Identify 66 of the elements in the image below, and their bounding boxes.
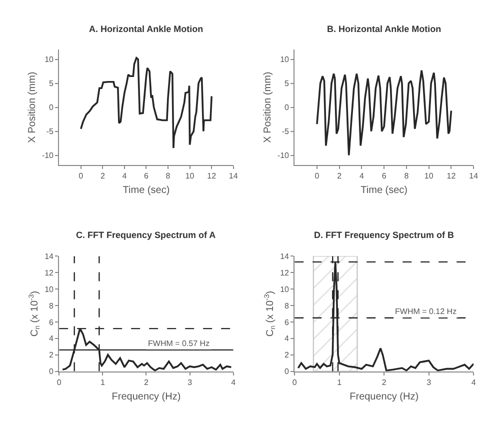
x-tick-label: 3: [188, 378, 193, 387]
y-tick-label: 10: [44, 284, 54, 294]
x-axis-title: Frequency (Hz): [112, 391, 181, 402]
y-tick-label: 10: [280, 284, 290, 294]
y-tick-label: 12: [280, 268, 290, 278]
x-axis-title: Frequency (Hz): [350, 391, 419, 402]
x-tick-label: 10: [185, 171, 195, 180]
y-axis-title: X Position (mm): [26, 72, 38, 143]
x-tick-label: 2: [382, 378, 387, 387]
y-tick-label: 4: [284, 334, 290, 344]
y-tick-label: -10: [42, 151, 54, 160]
x-tick-label: 14: [228, 171, 238, 180]
annotation: FWHM = 0.57 Hz: [148, 339, 210, 348]
x-axis-title: Time (sec): [122, 184, 170, 196]
x-tick-label: 8: [166, 171, 171, 180]
y-tick-label: -10: [277, 151, 290, 160]
y-tick-label: 10: [44, 55, 54, 64]
y-tick-label: 2: [49, 350, 54, 360]
x-tick-label: 12: [207, 171, 217, 180]
x-tick-label: 0: [292, 378, 298, 387]
x-tick-label: 0: [56, 378, 62, 387]
y-tick-label: 10: [280, 55, 290, 64]
y-tick-label: 6: [49, 318, 54, 327]
y-tick-label: 6: [284, 318, 290, 327]
x-tick-label: 10: [424, 171, 434, 180]
y-tick-label: -5: [46, 127, 54, 136]
x-tick-label: 4: [359, 171, 364, 180]
chart-title: C. FFT Frequency Spectrum of A: [76, 230, 216, 240]
x-tick-label: 12: [446, 171, 456, 180]
y-tick-label: 0: [284, 367, 290, 376]
x-tick-label: 4: [231, 378, 236, 387]
x-tick-label: 3: [426, 378, 432, 387]
x-tick-label: 2: [144, 378, 150, 387]
chart-title: D. FFT Frequency Spectrum of B: [314, 230, 455, 240]
x-tick-label: 8: [404, 171, 410, 180]
x-tick-label: 1: [100, 378, 106, 387]
x-tick-label: 14: [469, 171, 479, 180]
y-tick-label: 5: [284, 79, 290, 88]
x-tick-label: 2: [100, 171, 106, 180]
y-tick-label: 8: [284, 301, 290, 310]
x-axis-title: Time (sec): [360, 184, 408, 196]
y-axis-title: X Position (mm): [262, 72, 274, 143]
x-tick-label: 0: [78, 171, 84, 180]
line-series: [316, 69, 452, 156]
x-tick-label: 2: [337, 171, 342, 180]
x-tick-label: 4: [471, 378, 476, 387]
y-tick-label: 0: [49, 367, 54, 376]
x-tick-label: 6: [382, 171, 387, 180]
x-tick-label: 4: [122, 171, 128, 180]
line-series: [80, 56, 212, 149]
y-tick-label: 14: [280, 252, 290, 261]
y-tick-label: 0: [284, 103, 290, 112]
y-tick-label: -5: [282, 127, 290, 136]
x-tick-label: 0: [314, 171, 320, 180]
x-tick-label: 6: [144, 171, 150, 180]
x-tick-label: 1: [337, 378, 342, 387]
y-tick-label: 12: [44, 268, 54, 278]
y-tick-label: 2: [284, 350, 290, 360]
annotation: FWHM = 0.12 Hz: [395, 307, 457, 316]
chart-title: B. Horizontal Ankle Motion: [327, 24, 442, 34]
y-tick-label: 8: [49, 301, 54, 310]
y-tick-label: 0: [49, 103, 54, 112]
chart-title: A. Horizontal Ankle Motion: [89, 24, 204, 34]
y-tick-label: 4: [49, 334, 54, 344]
y-tick-label: 5: [49, 79, 54, 88]
y-tick-label: 14: [44, 252, 54, 261]
